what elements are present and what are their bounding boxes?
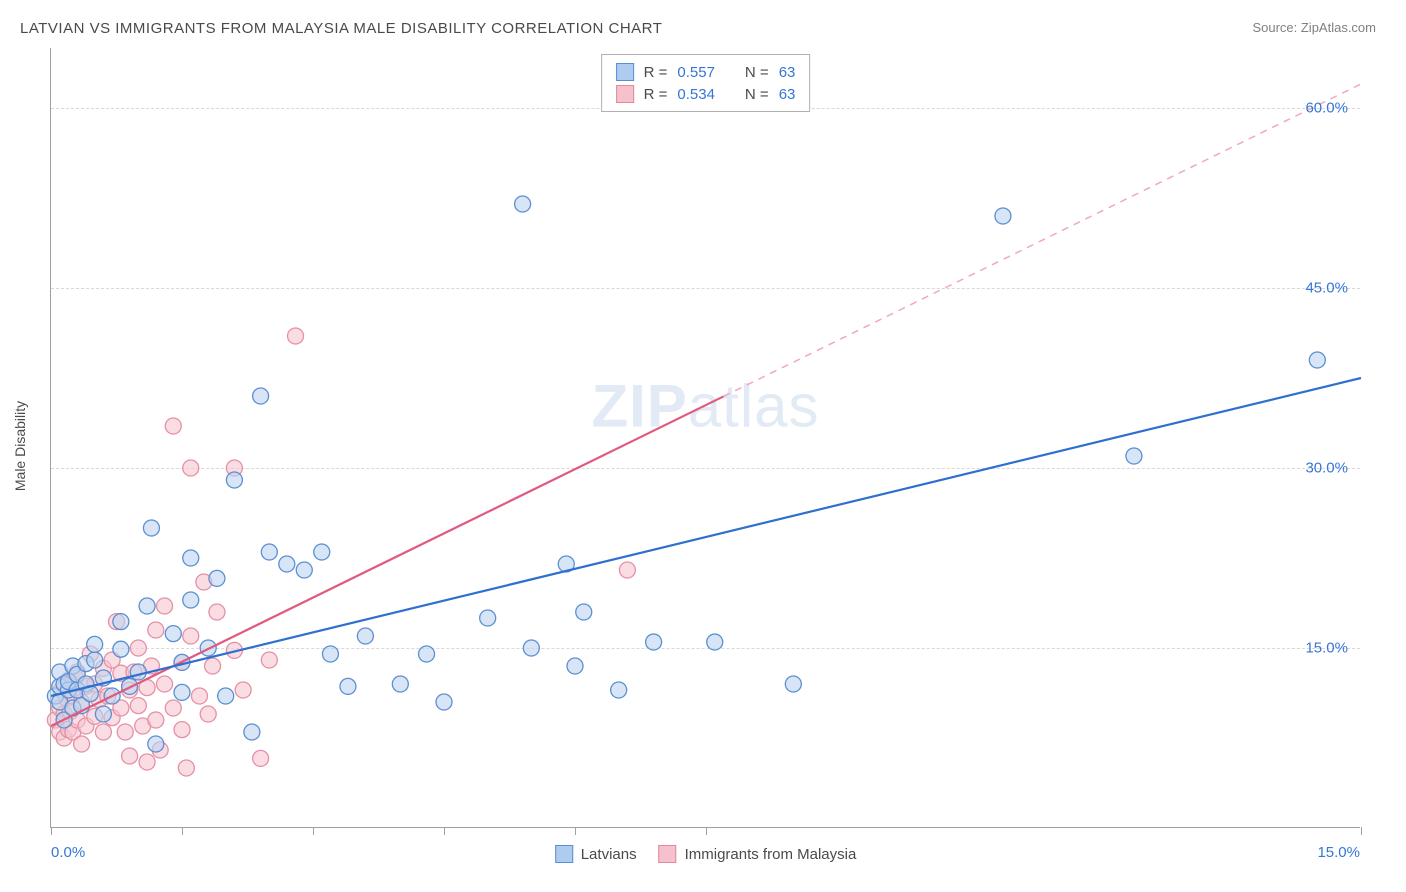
xtick [182,827,183,835]
r-value: 0.534 [677,86,715,103]
series-legend: Latvians Immigrants from Malaysia [555,845,857,863]
xtick [444,827,445,835]
xtick [575,827,576,835]
stats-row-blue: R = 0.557 N = 63 [616,61,796,83]
xtick [1361,827,1362,835]
source-prefix: Source: [1252,20,1300,35]
xtick-label-left: 0.0% [51,844,85,861]
xtick-label-right: 15.0% [1317,844,1360,861]
chart-svg [51,48,1360,827]
xtick [313,827,314,835]
source-attribution: Source: ZipAtlas.com [1252,20,1376,35]
swatch-pink-icon [659,845,677,863]
chart-title: LATVIAN VS IMMIGRANTS FROM MALAYSIA MALE… [20,20,662,37]
legend-label-blue: Latvians [581,846,637,863]
r-label: R = [644,64,668,81]
n-label: N = [745,86,769,103]
r-label: R = [644,86,668,103]
stats-row-pink: R = 0.534 N = 63 [616,83,796,105]
ytick-label: 45.0% [1305,280,1348,297]
source-name: ZipAtlas.com [1301,20,1376,35]
n-label: N = [745,64,769,81]
stats-legend-box: R = 0.557 N = 63 R = 0.534 N = 63 [601,54,811,112]
legend-item-pink: Immigrants from Malaysia [659,845,857,863]
r-value: 0.557 [677,64,715,81]
swatch-pink-icon [616,85,634,103]
n-value: 63 [779,86,796,103]
ytick-label: 30.0% [1305,460,1348,477]
legend-label-pink: Immigrants from Malaysia [685,846,857,863]
ytick-label: 60.0% [1305,100,1348,117]
y-axis-label: Male Disability [12,401,28,491]
swatch-blue-icon [616,63,634,81]
plot-area: ZIPatlas R = 0.557 N = 63 R = 0.534 N = … [50,48,1360,828]
legend-item-blue: Latvians [555,845,637,863]
ytick-label: 15.0% [1305,640,1348,657]
swatch-blue-icon [555,845,573,863]
xtick [706,827,707,835]
n-value: 63 [779,64,796,81]
xtick [51,827,52,835]
